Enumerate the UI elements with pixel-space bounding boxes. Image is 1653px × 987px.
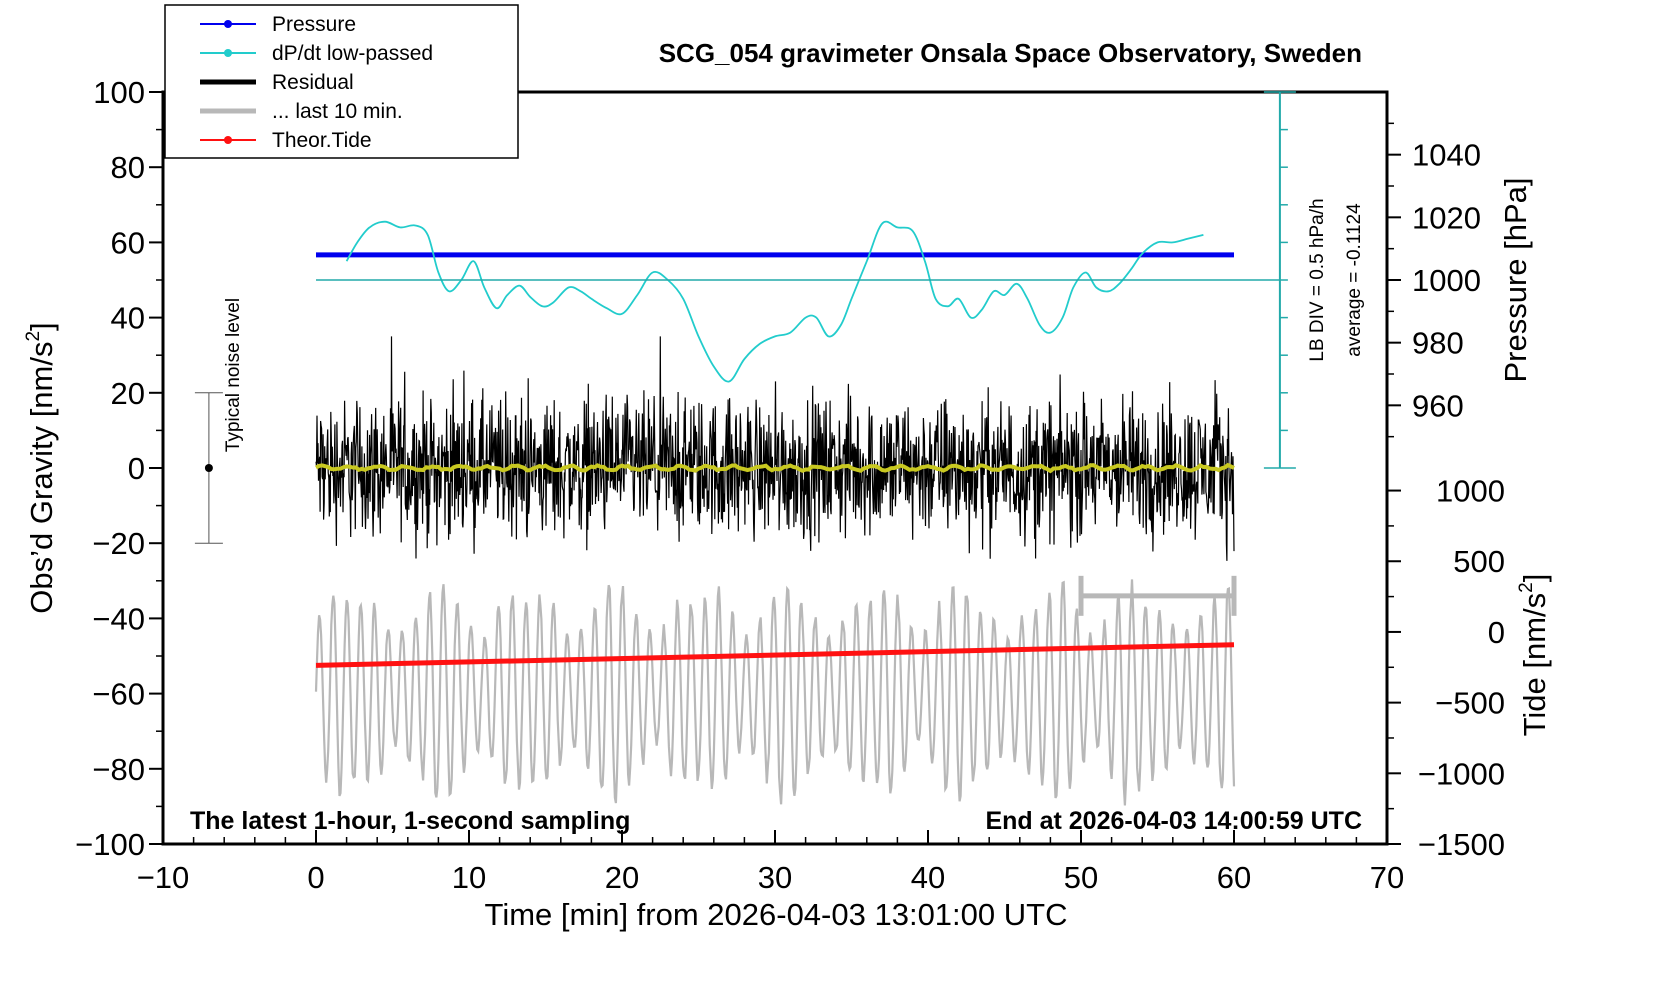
x-tick-label: 30 xyxy=(758,860,792,895)
last-10-min-series xyxy=(314,579,1236,806)
x-tick-label: −10 xyxy=(137,860,190,895)
legend-label-dpdt: dP/dt low-passed xyxy=(272,42,433,65)
right-axis-ticks: 960 980 1000 1020 1040 −1500 −1000 −500 0 500 1000 xyxy=(1387,122,1505,862)
residual-smoothed-series xyxy=(315,462,1235,474)
chart-title: SCG_054 gravimeter Onsala Space Observat… xyxy=(659,38,1362,68)
average-label: average = -0.1124 xyxy=(1344,203,1365,357)
left-axis-title-sup: 2 xyxy=(23,331,44,342)
x-tick-label: 10 xyxy=(452,860,486,895)
left-tick-label: −100 xyxy=(75,827,145,862)
legend-entry-pressure: Pressure xyxy=(200,13,356,36)
legend-entry-dpdt: dP/dt low-passed xyxy=(200,42,433,65)
dpdt-series xyxy=(345,220,1204,383)
tide-tick-label: 500 xyxy=(1453,544,1505,579)
theoretical-tide-series xyxy=(315,642,1235,668)
pressure-axis-title: Pressure [hPa] xyxy=(1498,177,1533,382)
tide-tick-label: 1000 xyxy=(1436,474,1505,509)
left-tick-label: 40 xyxy=(111,301,145,336)
left-tick-label: 100 xyxy=(93,75,145,110)
tide-axis-title-end: ] xyxy=(1517,574,1552,583)
x-axis-ticks: −10 0 10 20 30 40 50 60 70 xyxy=(137,830,1404,895)
legend-marker-pressure xyxy=(224,20,232,28)
left-axis-title: Obs’d Gravity [nm/s2] xyxy=(23,322,59,613)
left-axis-title-end: ] xyxy=(24,322,59,331)
left-tick-label: −80 xyxy=(92,752,145,787)
sampling-note: The latest 1-hour, 1-second sampling xyxy=(190,807,630,835)
legend-entry-tide: Theor.Tide xyxy=(200,129,372,152)
noise-level-label: Typical noise level xyxy=(223,298,244,452)
x-tick-label: 50 xyxy=(1064,860,1098,895)
left-axis-title-main: Obs’d Gravity [nm/s xyxy=(24,342,59,614)
legend: Pressure dP/dt low-passed Residual ... l… xyxy=(164,4,519,159)
legend-marker-tide xyxy=(224,136,232,144)
tide-axis-title-main: Tide [nm/s xyxy=(1517,593,1552,737)
left-tick-label: −40 xyxy=(92,601,145,636)
pressure-tick-label: 960 xyxy=(1412,388,1464,423)
noise-bar-center xyxy=(204,464,213,472)
x-axis-title: Time [min] from 2026-04-03 13:01:00 UTC xyxy=(485,897,1068,932)
end-time-note: End at 2026-04-03 14:00:59 UTC xyxy=(985,807,1362,835)
tide-axis-title: Tide [nm/s2] xyxy=(1516,574,1552,737)
lb-div-label: LB DIV = 0.5 hPa/h xyxy=(1307,198,1328,361)
pressure-tick-label: 1020 xyxy=(1412,200,1481,235)
legend-label-tide: Theor.Tide xyxy=(272,129,372,152)
pressure-tick-label: 1040 xyxy=(1412,138,1481,173)
left-tick-label: 60 xyxy=(111,225,145,260)
legend-label-last10: ... last 10 min. xyxy=(272,100,403,123)
legend-label-pressure: Pressure xyxy=(272,13,356,36)
legend-marker-dpdt xyxy=(224,49,232,57)
legend-entry-last10: ... last 10 min. xyxy=(200,100,403,123)
x-tick-label: 40 xyxy=(911,860,945,895)
left-tick-label: 20 xyxy=(111,376,145,411)
left-tick-label: −60 xyxy=(92,677,145,712)
legend-entry-residual: Residual xyxy=(200,71,354,94)
left-axis-ticks: −100 −80 −60 −40 −20 0 20 40 60 80 100 xyxy=(75,75,163,862)
pressure-tick-label: 1000 xyxy=(1412,263,1481,298)
tide-axis-title-sup: 2 xyxy=(1516,582,1537,593)
series-layer xyxy=(314,220,1236,806)
tide-tick-label: −500 xyxy=(1435,686,1505,721)
left-tick-label: −20 xyxy=(92,526,145,561)
left-tick-label: 80 xyxy=(111,150,145,185)
x-tick-label: 70 xyxy=(1370,860,1404,895)
tide-tick-label: −1500 xyxy=(1418,827,1505,862)
residual-series xyxy=(315,336,1235,561)
pressure-tick-label: 980 xyxy=(1412,326,1464,361)
annotation-layer xyxy=(194,91,1296,616)
x-tick-label: 20 xyxy=(605,860,639,895)
left-tick-label: 0 xyxy=(128,451,145,486)
tide-tick-label: −1000 xyxy=(1418,756,1505,791)
x-tick-label: 60 xyxy=(1217,860,1251,895)
x-tick-label: 0 xyxy=(307,860,324,895)
tide-tick-label: 0 xyxy=(1488,615,1505,650)
legend-label-residual: Residual xyxy=(272,71,354,94)
